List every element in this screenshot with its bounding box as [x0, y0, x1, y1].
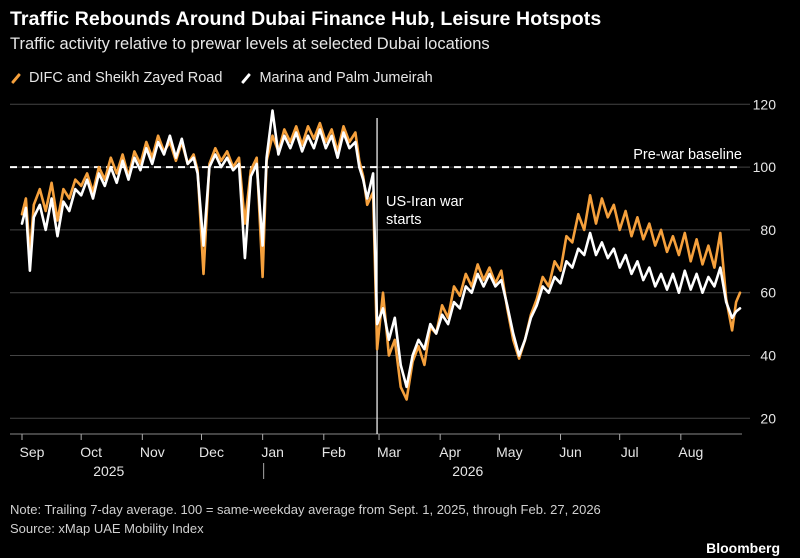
y-tick-label-80: 80	[760, 222, 776, 238]
x-tick-label-sep: Sep	[20, 444, 45, 460]
chart-title: Traffic Rebounds Around Dubai Finance Hu…	[10, 8, 602, 30]
x-tick-label-may: May	[496, 444, 522, 460]
x-tick-label-feb: Feb	[322, 444, 346, 460]
legend-item-difc: DIFC and Sheikh Zayed Road	[10, 70, 222, 86]
y-tick-label-20: 20	[760, 410, 776, 426]
legend-item-marina: Marina and Palm Jumeirah	[240, 70, 433, 86]
chart-subtitle: Traffic activity relative to prewar leve…	[10, 35, 490, 53]
footer: Note: Trailing 7-day average. 100 = same…	[10, 500, 601, 538]
x-tick-label-jan: Jan	[261, 444, 284, 460]
x-tick-label-nov: Nov	[140, 444, 165, 460]
x-tick-label-jul: Jul	[621, 444, 639, 460]
x-tick-label-mar: Mar	[377, 444, 401, 460]
x-tick-label-dec: Dec	[199, 444, 224, 460]
legend-label-difc: DIFC and Sheikh Zayed Road	[29, 70, 223, 86]
event-label-line-1: US-Iran war	[386, 194, 464, 210]
series-line-marina	[20, 109, 742, 389]
y-tick-label-40: 40	[760, 347, 776, 363]
year-label-2025: 2025	[93, 463, 124, 479]
baseline-label: Pre-war baseline	[633, 147, 742, 163]
x-tick-label-jun: Jun	[559, 444, 582, 460]
chart-note: Note: Trailing 7-day average. 100 = same…	[10, 502, 601, 517]
y-tick-label-100: 100	[753, 159, 777, 175]
x-tick-label-oct: Oct	[80, 444, 102, 460]
y-tick-label-60: 60	[760, 285, 776, 301]
event-label-line-2: starts	[386, 212, 421, 228]
y-tick-label-120: 120	[753, 96, 777, 112]
legend-label-marina: Marina and Palm Jumeirah	[259, 70, 433, 86]
x-tick-label-apr: Apr	[439, 444, 461, 460]
year-label-2026: 2026	[452, 463, 483, 479]
line-chart: 20 40 60 80 100 120 Pre-war baseline Sep Oct Nov D…	[10, 96, 777, 479]
legend: DIFC and Sheikh Zayed Road Marina and Pa…	[10, 70, 433, 86]
chart-source: Source: xMap UAE Mobility Index	[10, 521, 204, 536]
series-line-difc	[20, 121, 742, 401]
bloomberg-logo: Bloomberg	[706, 540, 780, 556]
x-tick-label-aug: Aug	[678, 444, 703, 460]
